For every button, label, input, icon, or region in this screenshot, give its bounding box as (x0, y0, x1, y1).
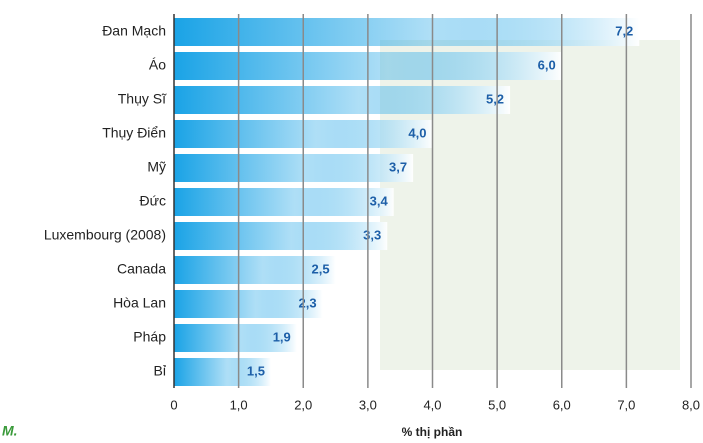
y-tick-label: Mỹ (147, 159, 166, 175)
y-tick-label: Canada (117, 261, 166, 277)
bar (174, 86, 511, 114)
bar (174, 324, 297, 352)
y-tick-label: Đan Mạch (102, 23, 166, 39)
x-tick-label: 5,0 (488, 397, 506, 412)
value-label: 7,2 (615, 23, 633, 38)
y-tick-label: Bỉ (154, 363, 167, 379)
value-label: 5,2 (486, 91, 504, 106)
value-label: 2,3 (299, 295, 317, 310)
y-tick-label: Thụy Sĩ (118, 91, 167, 107)
x-tick-label: 2,0 (294, 397, 312, 412)
x-tick-label: 3,0 (359, 397, 377, 412)
value-label: 3,3 (363, 227, 381, 242)
note: M. (2, 423, 18, 439)
value-label: 3,4 (370, 193, 389, 208)
y-tick-label: Hòa Lan (113, 295, 166, 311)
bar (174, 256, 336, 284)
x-tick-label: 4,0 (423, 397, 441, 412)
value-label: 2,5 (311, 261, 329, 276)
value-label: 4,0 (408, 125, 426, 140)
value-label: 3,7 (389, 159, 407, 174)
bar (174, 188, 394, 216)
x-tick-label: 6,0 (553, 397, 571, 412)
bar (174, 290, 323, 318)
y-tick-label: Thụy Điển (102, 125, 166, 141)
y-tick-label: Áo (149, 57, 166, 73)
y-tick-label: Đức (140, 193, 166, 209)
bar (174, 154, 414, 182)
y-tick-label: Pháp (133, 329, 166, 345)
x-axis-label: % thị phần (402, 425, 463, 439)
value-label: 1,5 (247, 363, 265, 378)
bar (174, 18, 640, 46)
y-tick-label: Luxembourg (2008) (44, 227, 166, 243)
bar (174, 358, 271, 386)
x-tick-label: 1,0 (230, 397, 248, 412)
bar (174, 222, 388, 250)
value-label: 6,0 (538, 57, 556, 72)
value-label: 1,9 (273, 329, 291, 344)
x-tick-label: 0 (170, 397, 177, 412)
x-tick-label: 8,0 (682, 397, 700, 412)
x-tick-label: 7,0 (617, 397, 635, 412)
